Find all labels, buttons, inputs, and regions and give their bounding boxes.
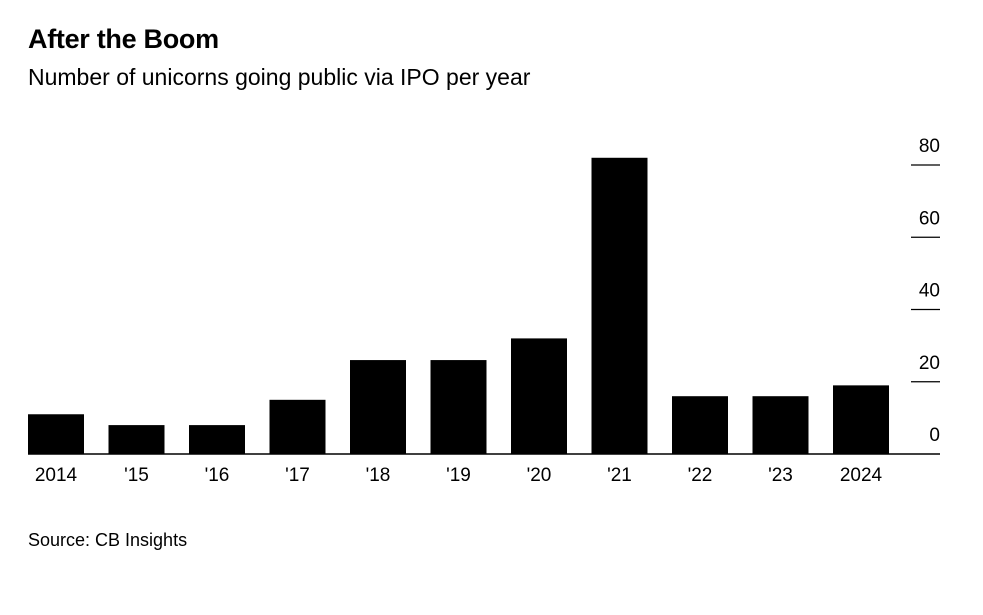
chart-title: After the Boom: [28, 24, 219, 54]
x-tick-label: '20: [527, 465, 552, 486]
bar-22: [672, 396, 728, 454]
x-tick-label: '23: [768, 465, 793, 486]
bar-17: [269, 399, 326, 454]
bar-20: [511, 338, 567, 454]
y-tick-label: 80: [919, 136, 940, 157]
bar-19: [430, 360, 487, 454]
x-tick-label: '22: [688, 465, 713, 486]
x-tick-label: '17: [285, 465, 310, 486]
bar-15: [108, 425, 165, 454]
bar-18: [350, 360, 406, 454]
source-note: Source: CB Insights: [28, 530, 188, 550]
y-tick-label: 20: [919, 353, 940, 374]
y-tick-label: 60: [919, 208, 940, 229]
x-tick-label: 2024: [840, 465, 883, 486]
bars-group: [28, 157, 889, 454]
x-tick-label: '21: [607, 465, 632, 486]
x-tick-label: 2014: [35, 465, 78, 486]
bar-23: [752, 396, 809, 454]
y-tick-label: 40: [919, 281, 940, 302]
y-axis: 0 20 40 60 80: [911, 136, 940, 446]
x-tick-label: '16: [205, 465, 230, 486]
x-tick-label: '15: [124, 465, 149, 486]
bar-21: [591, 157, 648, 454]
bar-2024: [833, 385, 889, 454]
chart-subtitle: Number of unicorns going public via IPO …: [28, 64, 531, 90]
bar-2014: [28, 414, 84, 454]
y-tick-label: 0: [929, 425, 940, 446]
x-tick-label: '18: [366, 465, 391, 486]
bar-16: [189, 425, 245, 454]
x-axis-labels: 2014 '15 '16 '17 '18 '19 '20 '21 '22 '23 2024: [35, 465, 883, 486]
x-tick-label: '19: [446, 465, 471, 486]
